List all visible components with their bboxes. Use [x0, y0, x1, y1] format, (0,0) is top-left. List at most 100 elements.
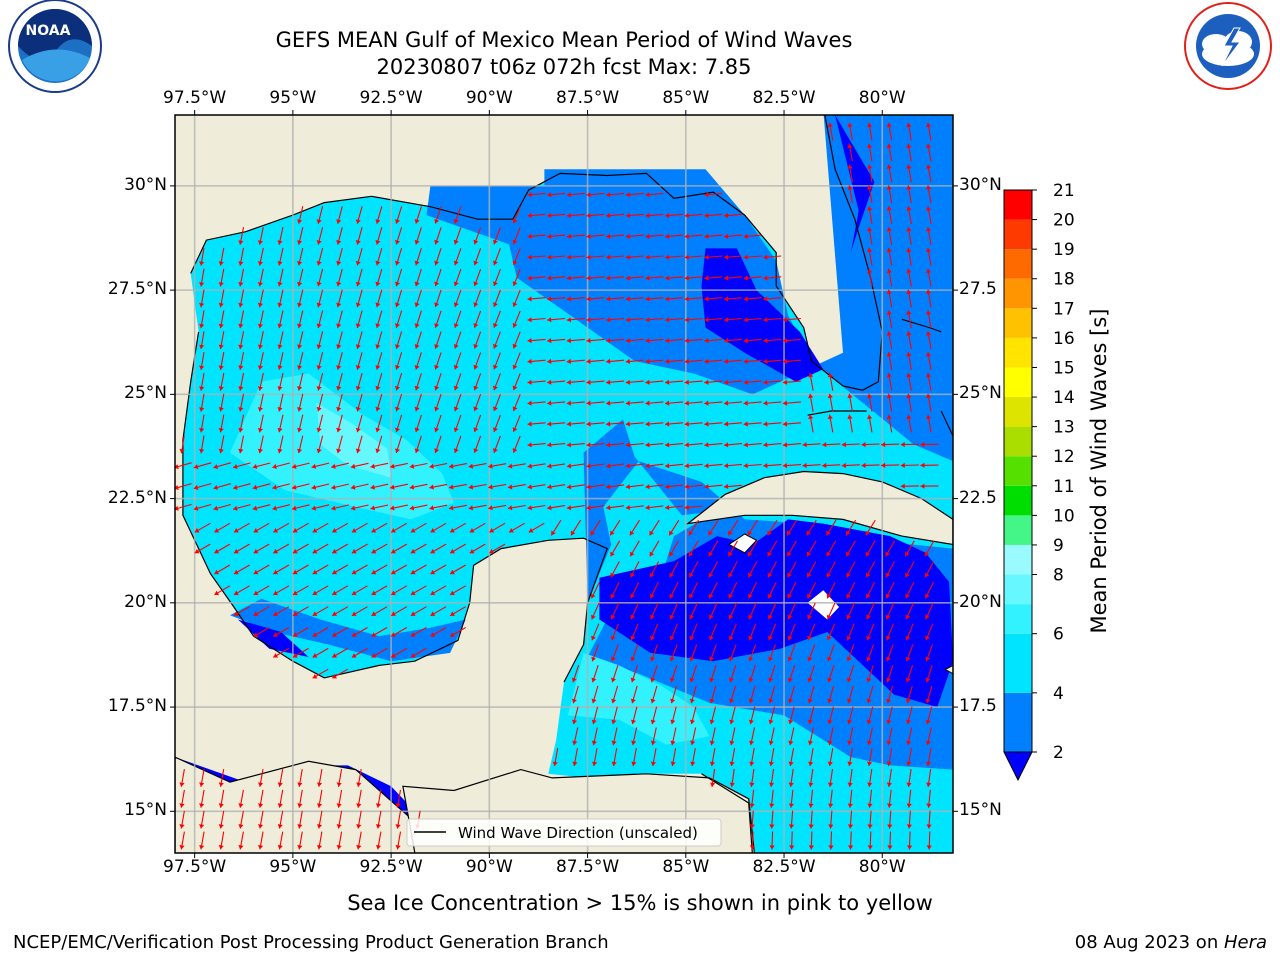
wave-direction-arrow	[650, 727, 657, 746]
wave-direction-arrow	[410, 543, 427, 554]
wave-direction-arrow	[847, 164, 853, 183]
wave-direction-arrow	[827, 665, 835, 683]
wave-direction-arrow	[827, 644, 835, 662]
wave-direction-arrow	[665, 504, 684, 511]
wave-direction-arrow	[748, 685, 756, 704]
wave-direction-arrow	[512, 435, 521, 454]
wave-direction-arrow	[430, 543, 447, 554]
wave-direction-arrow	[926, 289, 932, 308]
wave-direction-arrow	[926, 748, 932, 767]
wave-direction-arrow	[390, 522, 408, 533]
wave-direction-arrow	[886, 268, 893, 287]
wave-direction-arrow	[645, 358, 664, 364]
wave-direction-arrow	[610, 623, 620, 641]
wave-direction-arrow	[218, 372, 225, 391]
wave-direction-arrow	[747, 540, 758, 557]
chart-title: GEFS MEAN Gulf of Mexico Mean Period of …	[275, 28, 853, 52]
wave-direction-arrow	[670, 727, 677, 746]
wave-direction-arrow	[453, 289, 462, 308]
wave-direction-arrow	[645, 212, 664, 219]
wave-direction-arrow	[350, 504, 369, 511]
wave-direction-arrow	[371, 627, 388, 637]
wave-direction-arrow	[297, 268, 304, 287]
wave-direction-arrow	[925, 623, 934, 641]
wave-direction-arrow	[610, 540, 621, 557]
wave-direction-arrow	[743, 421, 762, 427]
wave-direction-arrow	[292, 543, 309, 554]
wave-direction-arrow	[668, 519, 680, 536]
wave-direction-arrow	[218, 810, 225, 829]
wave-direction-arrow	[193, 462, 212, 470]
xtick-top-label: 92.5°W	[359, 88, 423, 108]
wave-direction-arrow	[552, 748, 559, 767]
wave-direction-arrow	[670, 706, 677, 725]
wave-direction-arrow	[473, 414, 482, 433]
wave-direction-arrow	[566, 212, 585, 219]
wave-direction-arrow	[887, 810, 893, 829]
wave-direction-arrow	[886, 143, 893, 162]
wave-direction-arrow	[670, 665, 678, 683]
wave-direction-arrow	[723, 275, 742, 281]
wave-direction-arrow	[704, 484, 723, 490]
wave-direction-arrow	[926, 164, 932, 183]
wave-direction-arrow	[547, 233, 566, 239]
wave-direction-arrow	[395, 435, 403, 454]
wave-direction-arrow	[665, 400, 684, 406]
colorbar-tick-label: 9	[1053, 536, 1064, 556]
wave-direction-arrow	[350, 462, 369, 469]
ytick-left-label: 30°N	[124, 174, 167, 195]
wave-direction-arrow	[218, 289, 225, 308]
wave-direction-arrow	[606, 421, 625, 427]
wave-direction-arrow	[238, 372, 245, 391]
wave-direction-arrow	[448, 504, 467, 511]
colorbar-band	[1004, 456, 1032, 486]
wave-direction-arrow	[749, 727, 756, 746]
wave-direction-arrow	[277, 331, 284, 350]
wave-direction-arrow	[473, 248, 482, 266]
wave-direction-arrow	[493, 248, 501, 266]
wave-direction-arrow	[802, 462, 821, 469]
wave-direction-arrow	[179, 435, 185, 454]
wave-direction-arrow	[434, 394, 442, 412]
land-pacific-mexico	[175, 756, 449, 853]
wave-direction-arrow	[847, 185, 853, 204]
wave-direction-arrow	[743, 463, 762, 469]
wave-direction-arrow	[586, 484, 605, 490]
wave-direction-arrow	[566, 505, 585, 511]
wave-direction-arrow	[434, 268, 442, 287]
wave-direction-arrow	[375, 831, 382, 850]
wave-direction-arrow	[665, 212, 684, 219]
wave-direction-arrow	[586, 379, 605, 385]
colorbar-band	[1004, 692, 1032, 752]
wave-direction-arrow	[512, 352, 521, 370]
wave-direction-arrow	[625, 317, 644, 323]
wave-direction-arrow	[572, 727, 579, 746]
wave-direction-arrow	[728, 665, 737, 683]
wave-direction-arrow	[684, 338, 703, 344]
wave-direction-arrow	[728, 644, 737, 662]
colorbar-under-extension	[1003, 751, 1033, 782]
wave-direction-arrow	[748, 665, 756, 683]
wave-direction-arrow	[925, 644, 934, 662]
wave-direction-arrow	[232, 483, 251, 490]
wave-direction-arrow	[845, 540, 856, 557]
wave-direction-arrow	[297, 414, 304, 433]
wave-direction-arrow	[867, 393, 873, 412]
wave-direction-arrow	[527, 317, 546, 323]
wave-direction-arrow	[926, 268, 932, 287]
wave-direction-arrow	[493, 269, 501, 287]
wave-direction-arrow	[723, 421, 742, 427]
wave-direction-arrow	[355, 268, 363, 287]
wave-direction-arrow	[257, 310, 264, 329]
wave-direction-arrow	[704, 212, 723, 219]
wave-direction-arrow	[802, 442, 821, 448]
grid-lines	[175, 115, 953, 853]
wave-direction-arrow	[665, 379, 684, 385]
wave-direction-arrow	[631, 727, 638, 746]
wave-direction-arrow	[453, 435, 462, 454]
wave-direction-arrow	[684, 463, 703, 469]
wave-direction-arrow	[213, 503, 231, 511]
wave-direction-arrow	[453, 373, 462, 391]
colorbar-band	[1004, 633, 1032, 693]
wave-direction-arrow	[410, 522, 427, 533]
